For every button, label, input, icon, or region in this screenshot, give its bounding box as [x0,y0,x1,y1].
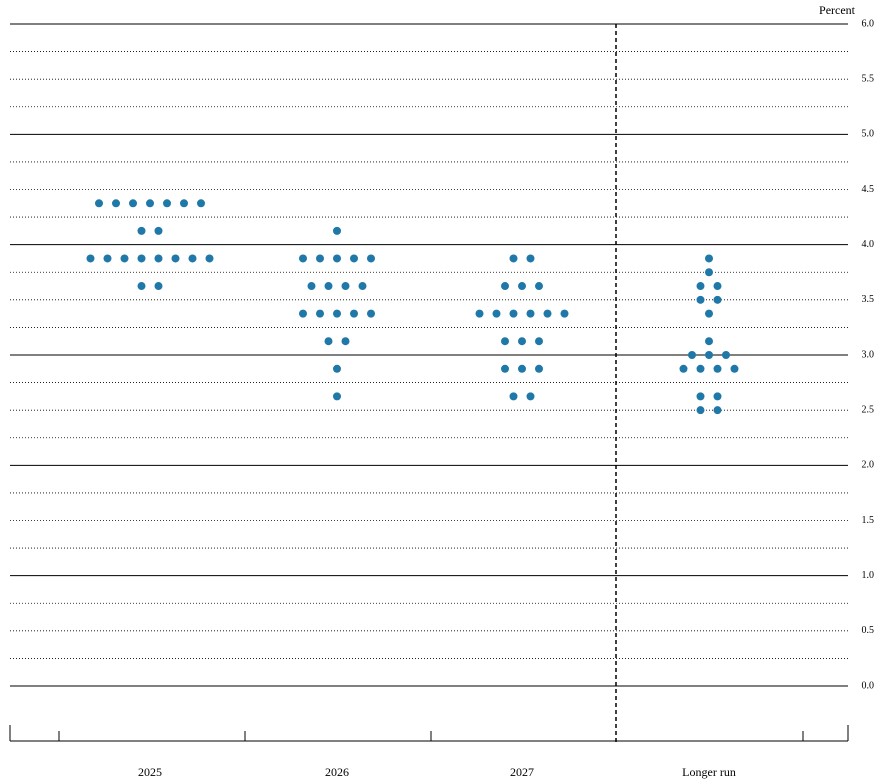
dot [307,282,316,291]
dot [333,364,341,373]
x-axis [9,725,849,742]
dot [333,254,341,263]
dot [535,337,543,346]
dot [341,282,350,291]
x-tick-label: 2026 [325,765,349,779]
dot [299,254,307,263]
dot [679,364,688,373]
dot [350,309,358,318]
y-tick-label: 0.5 [862,625,875,636]
y-tick-label: 5.0 [862,129,875,140]
dot [316,254,324,263]
dot [137,226,146,235]
dot [722,351,730,359]
dot [350,254,358,263]
dot [713,392,722,401]
dot [367,254,375,263]
y-tick-label: 5.5 [862,73,875,84]
dot [475,309,484,318]
dot [705,268,713,277]
dot [103,254,112,263]
dot [154,226,163,235]
dot [120,254,129,263]
y-tick-label: 0.0 [862,680,875,691]
y-tick-label: 1.5 [862,515,875,526]
dot [129,199,137,208]
dot [509,392,518,401]
dot [95,199,103,208]
dot [333,309,341,318]
dot [205,254,214,263]
dot [705,351,713,359]
y-tick-label: 6.0 [862,18,875,29]
dot [526,254,535,263]
dot [730,364,739,373]
dot [154,282,163,291]
x-tick-label: 2027 [510,765,534,779]
y-tick-label: 1.0 [862,570,875,581]
dot [324,337,333,346]
dot [86,254,95,263]
dot [197,199,205,208]
dot [696,364,705,373]
y-tick-label: 3.5 [862,294,875,305]
dot [509,309,518,318]
dot [518,282,526,291]
dot [180,199,188,208]
dot [112,199,120,208]
dot [526,392,535,401]
dot [535,364,543,373]
y-tick-label: 2.5 [862,404,875,415]
dot [171,254,180,263]
dot [713,406,722,415]
y-tick-label: 4.0 [862,239,875,250]
dot [713,295,722,304]
y-unit-label: Percent [819,3,856,17]
dot [705,337,713,346]
dot [696,295,705,304]
dot [492,309,501,318]
dot [341,337,350,346]
dot [137,282,146,291]
dot [688,351,696,359]
dot [535,282,543,291]
dot [154,254,163,263]
dot [560,309,569,318]
dot [316,309,324,318]
dot [705,309,713,318]
y-tick-label: 2.0 [862,460,875,471]
dot [518,364,526,373]
dot [501,337,509,346]
dot [137,254,146,263]
dot [696,392,705,401]
dot [501,282,509,291]
y-tick-label: 3.0 [862,349,875,360]
dot [696,406,705,415]
dot [713,364,722,373]
y-tick-label: 4.5 [862,184,875,195]
dot [163,199,171,208]
dot [713,282,722,291]
dot [324,282,333,291]
dot [367,309,375,318]
dot [299,309,307,318]
dot [146,199,154,208]
x-tick-label: 2025 [138,765,162,779]
dot [705,254,713,263]
dot [543,309,552,318]
dot [509,254,518,263]
dot [188,254,197,263]
dot [333,392,341,401]
dot [518,337,526,346]
dot [358,282,367,291]
dot [501,364,509,373]
dot [333,226,341,235]
x-tick-label: Longer run [682,765,736,779]
dot [526,309,535,318]
dot [696,282,705,291]
